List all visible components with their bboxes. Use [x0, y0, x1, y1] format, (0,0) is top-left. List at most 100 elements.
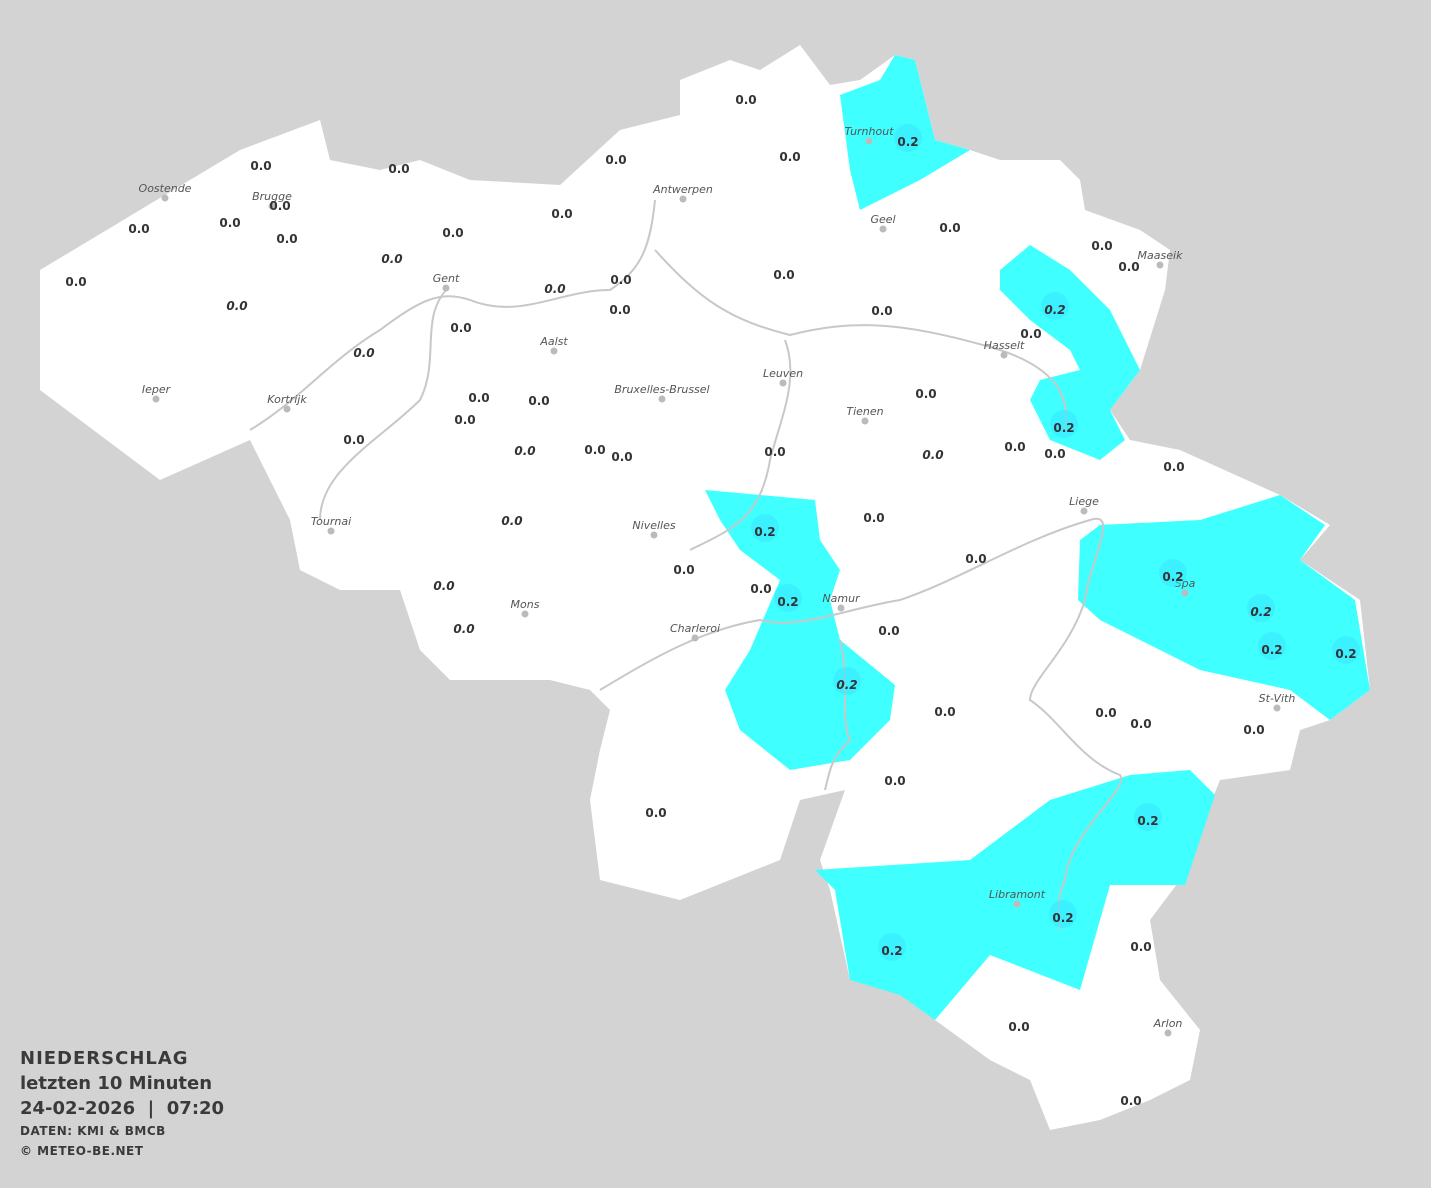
city-marker — [679, 195, 687, 203]
city-marker — [650, 531, 658, 539]
legend-source: DATEN: KMI & BMCB — [20, 1124, 166, 1138]
station-value: 0.0 — [871, 304, 892, 318]
station-value: 0.0 — [226, 299, 247, 313]
station-value: 0.0 — [878, 624, 899, 638]
station-halo — [1041, 292, 1069, 320]
station-value: 0.0 — [453, 622, 474, 636]
station-value: 0.0 — [1091, 239, 1112, 253]
precip-area-namur — [705, 490, 895, 770]
city-label: Hasselt — [984, 339, 1025, 352]
legend-datetime: 24-02-2026 | 07:20 — [20, 1098, 225, 1119]
station-value: 0.0 — [468, 391, 489, 405]
city-label: Turnhout — [844, 125, 894, 138]
station-halo — [1134, 803, 1162, 831]
station-value: 0.0 — [551, 207, 572, 221]
station-value: 0.0 — [250, 159, 271, 173]
station-value: 0.0 — [611, 450, 632, 464]
city-label: Nivelles — [632, 519, 675, 532]
station-value: 0.2 — [1335, 647, 1356, 661]
station-halo — [751, 514, 779, 542]
city-label: Gent — [433, 272, 460, 285]
station-value: 0.0 — [501, 514, 522, 528]
city-marker — [1000, 351, 1008, 359]
city-label: Arlon — [1153, 1017, 1183, 1030]
city-marker — [1013, 900, 1021, 908]
city-label: St-Vith — [1259, 692, 1296, 705]
station-value: 0.0 — [65, 275, 86, 289]
station-value: 0.2 — [1250, 605, 1271, 619]
legend: NIEDERSCHLAG letzten 10 Minuten 24-02-20… — [20, 1046, 224, 1161]
station-value: 0.0 — [1004, 440, 1025, 454]
city-labels: Oostende Brugge Antwerpen Turnhout Geel Maase… — [139, 125, 1296, 1037]
city-marker — [1156, 261, 1164, 269]
station-value: 0.0 — [605, 153, 626, 167]
station-value: 0.0 — [884, 774, 905, 788]
city-label: Brugge — [252, 190, 292, 203]
city-label: Bruxelles-Brussel — [614, 383, 709, 396]
station-value: 0.0 — [773, 268, 794, 282]
station-value: 0.0 — [1163, 460, 1184, 474]
station-value: 0.0 — [450, 321, 471, 335]
station-value: 0.0 — [750, 582, 771, 596]
city-label: Mons — [511, 598, 540, 611]
city-label: Geel — [870, 213, 895, 226]
station-value: 0.0 — [1130, 717, 1151, 731]
station-value: 0.0 — [779, 150, 800, 164]
legend-copyright: © METEO-BE.NET — [20, 1144, 144, 1158]
city-label: Tournai — [311, 515, 351, 528]
city-marker — [283, 405, 291, 413]
city-label: Antwerpen — [652, 183, 713, 196]
city-marker — [521, 610, 529, 618]
station-value: 0.0 — [645, 806, 666, 820]
city-label: Charleroi — [670, 622, 720, 635]
station-values: 0.0 0.0 0.2 0.0 0.0 0.0 0.0 0.0 0.0 0.0 0.0 0.0 0.0 0… — [65, 93, 1360, 1108]
city-marker — [268, 202, 276, 210]
city-marker — [658, 395, 666, 403]
city-marker — [879, 225, 887, 233]
city-marker — [550, 347, 558, 355]
station-value: 0.0 — [1118, 260, 1139, 274]
station-value: 0.0 — [1008, 1020, 1029, 1034]
station-value: 0.0 — [219, 216, 240, 230]
station-value: 0.0 — [965, 552, 986, 566]
station-value: 0.0 — [764, 445, 785, 459]
station-value: 0.0 — [269, 199, 290, 213]
station-halo — [878, 933, 906, 961]
city-marker — [691, 634, 699, 642]
legend-title: NIEDERSCHLAG — [20, 1048, 189, 1069]
station-halo — [1049, 900, 1077, 928]
city-marker — [327, 527, 335, 535]
station-halo — [1247, 594, 1275, 622]
station-value: 0.0 — [735, 93, 756, 107]
city-marker — [865, 137, 873, 145]
city-label: Kortrijk — [267, 393, 307, 406]
station-value: 0.0 — [544, 282, 565, 296]
city-marker — [837, 604, 845, 612]
station-value: 0.0 — [922, 448, 943, 462]
station-value: 0.0 — [514, 444, 535, 458]
station-value: 0.0 — [934, 705, 955, 719]
station-value: 0.0 — [673, 563, 694, 577]
city-marker — [1181, 589, 1189, 597]
station-value: 0.0 — [343, 433, 364, 447]
city-label: Maaseik — [1138, 249, 1184, 262]
station-halo — [1159, 559, 1187, 587]
city-label: Libramont — [989, 888, 1046, 901]
station-value: 0.0 — [1243, 723, 1264, 737]
station-value: 0.2 — [1044, 303, 1065, 317]
station-value: 0.2 — [777, 595, 798, 609]
station-value: 0.2 — [836, 678, 857, 692]
station-value: 0.2 — [897, 135, 918, 149]
station-value: 0.0 — [584, 443, 605, 457]
city-marker — [779, 379, 787, 387]
station-value: 0.0 — [528, 394, 549, 408]
station-value: 0.0 — [381, 252, 402, 266]
city-label: Liege — [1069, 495, 1099, 508]
station-value: 0.2 — [1052, 911, 1073, 925]
station-value: 0.2 — [1137, 814, 1158, 828]
city-marker — [152, 395, 160, 403]
station-value: 0.0 — [939, 221, 960, 235]
precip-area-ardennes — [815, 770, 1215, 1020]
station-value: 0.0 — [1044, 447, 1065, 461]
